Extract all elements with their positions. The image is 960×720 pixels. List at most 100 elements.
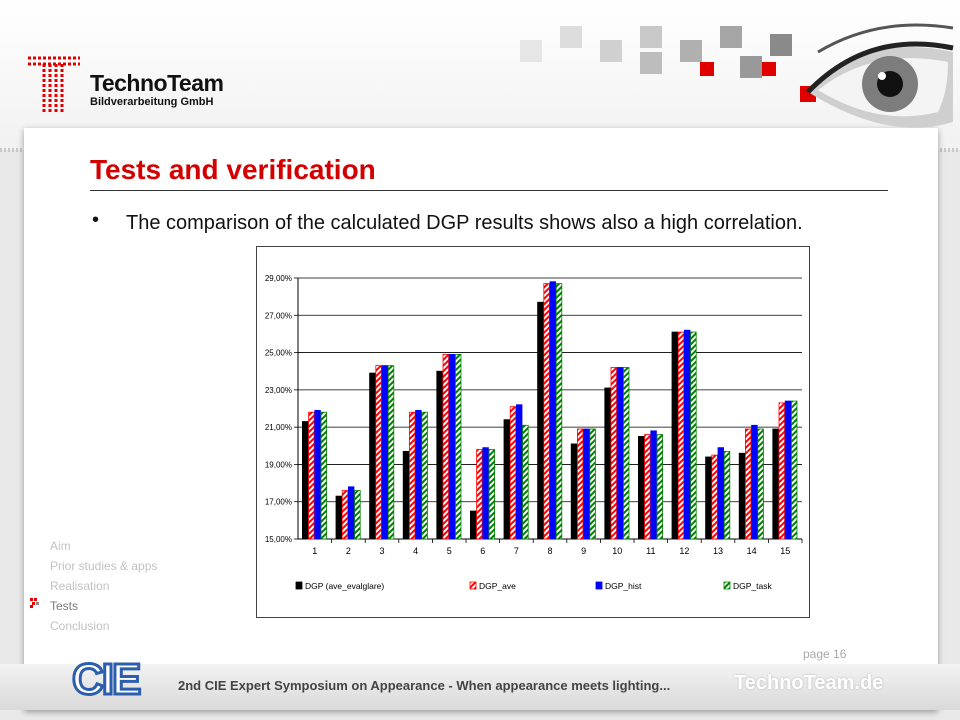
- bar: [778, 402, 785, 540]
- bar: [717, 447, 724, 540]
- y-tick-label: 21,00%: [265, 423, 292, 432]
- x-tick-label: 11: [646, 546, 655, 556]
- bar: [354, 490, 361, 540]
- bar: [387, 365, 395, 540]
- bar: [335, 495, 342, 540]
- bar: [644, 434, 651, 540]
- bar: [690, 331, 697, 540]
- bar: [454, 354, 462, 540]
- legend-swatch: [295, 581, 303, 590]
- bar: [503, 419, 510, 540]
- header-band: [0, 0, 960, 150]
- bar: [537, 301, 544, 540]
- title-rule: [90, 190, 888, 191]
- bar: [583, 428, 590, 540]
- bar: [543, 283, 550, 540]
- page-number: page 16: [803, 647, 847, 661]
- legend-label: DGP_hist: [605, 581, 642, 591]
- bar: [738, 452, 746, 540]
- y-tick-label: 15,00%: [265, 535, 292, 544]
- bar: [369, 372, 376, 540]
- bar: [604, 387, 611, 540]
- bar: [515, 404, 523, 540]
- bar: [421, 411, 428, 540]
- bar: [589, 428, 596, 540]
- bar: [616, 367, 624, 540]
- y-tick-label: 19,00%: [265, 460, 292, 469]
- x-tick-label: 5: [447, 546, 452, 556]
- bar: [671, 331, 678, 540]
- bar: [436, 370, 443, 540]
- logo-mark-icon: [28, 56, 80, 112]
- footer-symposium-text: 2nd CIE Expert Symposium on Appearance -…: [178, 678, 671, 693]
- nav-item-conclusion[interactable]: Conclusion: [50, 619, 110, 633]
- x-tick-label: 8: [547, 546, 552, 556]
- bar: [415, 409, 422, 540]
- bar: [723, 450, 731, 540]
- bar: [757, 428, 764, 540]
- bar: [637, 436, 645, 540]
- y-tick-label: 25,00%: [265, 349, 292, 358]
- bar: [705, 456, 712, 540]
- bar: [408, 411, 416, 540]
- x-tick-label: 9: [581, 546, 586, 556]
- bar: [482, 447, 489, 540]
- x-tick-label: 13: [713, 546, 723, 556]
- legend-label: DGP (ave_evalglare): [305, 581, 384, 591]
- x-tick-label: 12: [679, 546, 689, 556]
- nav-item-prior-studies[interactable]: Prior studies & apps: [50, 559, 158, 573]
- bar: [711, 454, 718, 540]
- bar: [402, 450, 410, 540]
- bar: [677, 331, 685, 540]
- bar: [381, 365, 388, 540]
- x-tick-label: 3: [379, 546, 384, 556]
- bar: [650, 430, 657, 540]
- bar: [314, 409, 321, 540]
- bar: [656, 434, 663, 540]
- y-tick-label: 29,00%: [265, 274, 292, 283]
- nav-item-tests[interactable]: Tests: [50, 599, 79, 613]
- chart-frame: [256, 246, 810, 618]
- x-tick-label: 14: [747, 546, 757, 556]
- bar: [751, 424, 758, 540]
- bar: [744, 428, 752, 540]
- footer-band: [0, 664, 960, 710]
- nav-item-aim[interactable]: Aim: [50, 539, 71, 553]
- nav-item-realisation[interactable]: Realisation: [50, 579, 110, 593]
- bar: [341, 490, 349, 540]
- bar: [469, 510, 477, 540]
- bar: [555, 283, 563, 540]
- slide-title: Tests and verification: [90, 154, 376, 185]
- section-nav: Aim Prior studies & apps Realisation Tes…: [30, 536, 158, 636]
- bar: [442, 354, 449, 540]
- brand-name: TechnoTeam: [90, 70, 224, 96]
- x-tick-label: 6: [480, 546, 485, 556]
- bar: [570, 443, 578, 540]
- bar: [308, 411, 315, 540]
- y-tick-label: 17,00%: [265, 498, 292, 507]
- nav-marker-icon: [30, 598, 39, 608]
- x-tick-label: 2: [346, 546, 351, 556]
- bar: [448, 354, 456, 540]
- legend-label: DGP_ave: [479, 581, 516, 591]
- bar: [576, 428, 584, 540]
- x-tick-label: 1: [312, 546, 317, 556]
- bar: [610, 367, 617, 540]
- cie-logo: CIE: [71, 656, 144, 698]
- bullet-text: The comparison of the calculated DGP res…: [126, 212, 803, 234]
- bar: [488, 449, 495, 540]
- bar: [622, 367, 630, 540]
- eye-icon: [806, 23, 954, 128]
- bar: [791, 400, 798, 540]
- legend-label: DGP_task: [733, 581, 772, 591]
- dgp-bar-chart: 15,00% 17,00% 19,00% 21,00% 23,00% 25,00% 27,0…: [256, 246, 810, 618]
- bullet-marker: •: [92, 209, 100, 231]
- bar: [683, 329, 691, 540]
- x-tick-label: 10: [612, 546, 622, 556]
- bar: [522, 424, 529, 540]
- bar: [476, 449, 483, 540]
- x-tick-label: 7: [514, 546, 519, 556]
- bar: [302, 421, 309, 540]
- bar: [784, 400, 792, 540]
- x-tick-label: 15: [780, 546, 790, 556]
